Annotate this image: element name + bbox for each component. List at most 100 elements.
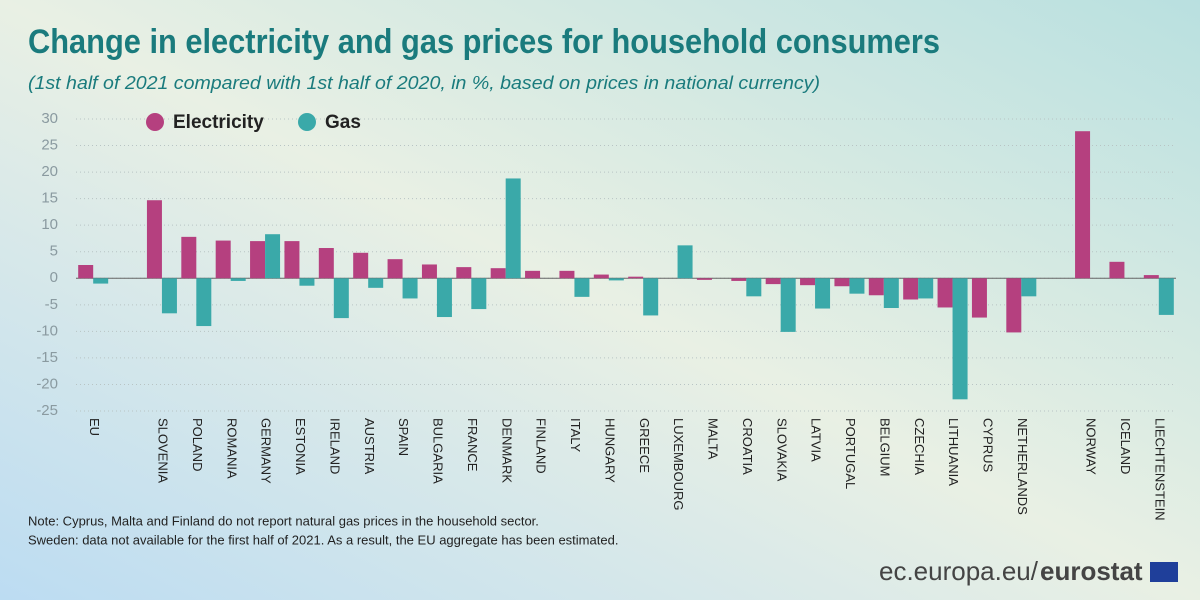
bar bbox=[456, 267, 472, 279]
y-tick-label: -10 bbox=[36, 322, 58, 339]
y-tick-label: -15 bbox=[36, 349, 58, 366]
bar bbox=[574, 278, 590, 297]
bar bbox=[868, 278, 884, 296]
x-tick-label: ESTONIA bbox=[293, 418, 308, 475]
x-tick-label: LUXEMBOURG bbox=[671, 418, 686, 510]
bar bbox=[387, 259, 403, 279]
bar bbox=[146, 200, 162, 279]
x-tick-label: BELGIUM bbox=[877, 418, 892, 477]
x-tick-label: CYPRUS bbox=[981, 418, 996, 473]
x-tick-label: IRELAND bbox=[327, 418, 342, 474]
x-tick-label: ITALY bbox=[568, 418, 583, 453]
bar bbox=[937, 278, 953, 308]
x-tick-label: MALTA bbox=[706, 418, 721, 460]
bar bbox=[746, 278, 762, 297]
y-tick-label: 25 bbox=[41, 137, 58, 154]
x-tick-label: PORTUGAL bbox=[843, 418, 858, 489]
note: Sweden: data not available for the first… bbox=[28, 532, 618, 547]
bar bbox=[525, 270, 541, 279]
bar bbox=[628, 276, 644, 279]
y-tick-label: -5 bbox=[45, 296, 58, 313]
bar bbox=[1021, 278, 1037, 297]
bar bbox=[265, 234, 281, 279]
bar bbox=[559, 270, 575, 279]
y-tick-label: 20 bbox=[41, 163, 58, 180]
x-tick-label: SLOVAKIA bbox=[774, 418, 789, 482]
x-tick-label: LIECHTENSTEIN bbox=[1152, 418, 1167, 521]
legend-marker bbox=[298, 113, 316, 131]
y-tick-label: 10 bbox=[41, 216, 58, 233]
legend-label: Gas bbox=[325, 112, 361, 133]
bar bbox=[1006, 278, 1022, 333]
x-tick-label: DENMARK bbox=[499, 418, 514, 483]
x-tick-label: LATVIA bbox=[809, 418, 824, 462]
bar bbox=[696, 278, 712, 280]
bar bbox=[421, 264, 437, 279]
bar bbox=[800, 278, 816, 286]
legend-marker bbox=[146, 113, 164, 131]
bar bbox=[1075, 131, 1091, 279]
x-tick-label: POLAND bbox=[190, 418, 205, 471]
x-tick-label: GREECE bbox=[637, 418, 652, 473]
x-tick-label: AUSTRIA bbox=[362, 418, 377, 475]
bar bbox=[161, 278, 177, 314]
x-tick-label: SPAIN bbox=[396, 418, 411, 456]
bar bbox=[834, 278, 850, 287]
source-brand: eurostat bbox=[1040, 556, 1143, 586]
bar bbox=[918, 278, 934, 299]
bar bbox=[299, 278, 315, 286]
bar bbox=[883, 278, 899, 309]
bar bbox=[765, 278, 781, 285]
bar bbox=[368, 278, 384, 288]
x-tick-label: HUNGARY bbox=[602, 418, 617, 483]
bar bbox=[608, 278, 624, 281]
bar bbox=[490, 268, 506, 279]
bar bbox=[731, 278, 747, 281]
x-tick-label: FRANCE bbox=[465, 418, 480, 472]
x-tick-label: EU bbox=[87, 418, 102, 436]
x-tick-label: ICELAND bbox=[1118, 418, 1133, 474]
bar bbox=[215, 240, 231, 279]
bar bbox=[1109, 261, 1125, 279]
bar bbox=[677, 245, 693, 279]
bar bbox=[353, 252, 369, 279]
note: Note: Cyprus, Malta and Finland do not r… bbox=[28, 513, 539, 528]
y-tick-label: 5 bbox=[50, 243, 58, 260]
bar bbox=[196, 278, 212, 327]
bar bbox=[849, 278, 865, 294]
bar bbox=[593, 274, 609, 279]
bar bbox=[230, 278, 246, 281]
chart-subtitle: (1st half of 2021 compared with 1st half… bbox=[28, 73, 820, 93]
x-tick-label: GERMANY bbox=[259, 418, 274, 484]
x-tick-label: LITHUANIA bbox=[946, 418, 961, 486]
x-tick-label: ROMANIA bbox=[224, 418, 239, 479]
bar bbox=[1143, 275, 1159, 279]
bar bbox=[250, 241, 266, 279]
bar bbox=[903, 278, 919, 300]
x-tick-label: NORWAY bbox=[1084, 418, 1099, 475]
bar bbox=[505, 178, 521, 279]
bar bbox=[93, 278, 109, 284]
bar bbox=[284, 241, 300, 279]
y-tick-label: -25 bbox=[36, 402, 58, 419]
x-tick-label: NETHERLANDS bbox=[1015, 418, 1030, 515]
bar bbox=[318, 248, 334, 279]
bar bbox=[971, 278, 987, 318]
chart-title: Change in electricity and gas prices for… bbox=[28, 23, 940, 61]
y-tick-label: 0 bbox=[50, 269, 58, 286]
bar bbox=[952, 278, 968, 400]
bar bbox=[78, 265, 94, 279]
x-tick-label: SLOVENIA bbox=[156, 418, 171, 483]
bar bbox=[643, 278, 659, 316]
bar bbox=[333, 278, 349, 319]
x-tick-label: BULGARIA bbox=[431, 418, 446, 484]
x-tick-label: FINLAND bbox=[534, 418, 549, 474]
bar bbox=[181, 236, 197, 279]
bar bbox=[402, 278, 418, 299]
x-tick-label: CROATIA bbox=[740, 418, 755, 475]
y-tick-label: 30 bbox=[41, 110, 58, 127]
bar bbox=[780, 278, 796, 332]
bar bbox=[436, 278, 452, 318]
